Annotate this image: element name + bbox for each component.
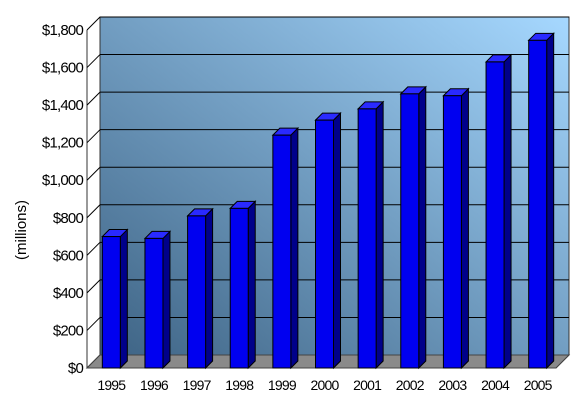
y-tick-label: $1,000 xyxy=(42,172,84,189)
x-tick-label: 1996 xyxy=(140,377,169,393)
bar-1995 xyxy=(101,228,129,370)
bar-2004 xyxy=(484,53,513,370)
y-tick-label: $1,400 xyxy=(42,97,84,114)
gridline-depth xyxy=(86,204,101,219)
bar-side xyxy=(290,126,299,370)
bar-side xyxy=(162,230,171,370)
y-tick-label: $200 xyxy=(53,322,84,339)
y-tick-label: $1,600 xyxy=(42,60,84,77)
bar-2000 xyxy=(314,111,342,370)
x-tick-label: 2000 xyxy=(311,377,340,393)
bar-front xyxy=(485,61,505,369)
bars xyxy=(101,32,555,370)
bar-side xyxy=(375,100,384,370)
bar-front xyxy=(229,207,249,369)
y-tick-label: $0 xyxy=(68,360,84,377)
x-tick-label: 1995 xyxy=(97,377,126,393)
bar-front xyxy=(101,236,121,369)
bar-side xyxy=(247,200,256,370)
y-axis-tick-labels: $0 $200 $400 $600 $800 $1,000 $1,200 $1,400 $1,6… xyxy=(42,22,84,377)
gridline-depth xyxy=(86,317,101,331)
x-axis-tick-labels: 1995 1996 1997 1998 1999 2000 2001 2002 2003 2004… xyxy=(97,377,553,393)
gridline-depth xyxy=(86,129,101,144)
gridline-depth xyxy=(86,241,101,256)
bar-front xyxy=(144,237,164,369)
bar-front xyxy=(528,39,548,369)
gridline-depth xyxy=(86,166,101,181)
bar-1996 xyxy=(143,230,172,370)
bar-1999 xyxy=(271,126,300,370)
x-tick-label: 2001 xyxy=(353,377,382,393)
bar-2002 xyxy=(399,85,427,370)
y-tick-label: $1,200 xyxy=(42,135,84,152)
bar-front xyxy=(442,95,462,369)
bar-1998 xyxy=(229,200,257,370)
x-tick-label: 2005 xyxy=(524,377,553,393)
bar-side xyxy=(205,207,214,370)
gridline-depth xyxy=(86,16,101,31)
y-tick-label: $1,800 xyxy=(42,22,84,39)
bar-2003 xyxy=(442,87,470,370)
bar-side xyxy=(333,111,341,370)
gridline-depth xyxy=(86,279,101,294)
bar-side xyxy=(503,53,512,370)
bar-side xyxy=(119,228,128,370)
y-tick-label: $600 xyxy=(53,247,84,264)
gridline-depth xyxy=(86,54,101,68)
gridline-depth xyxy=(86,91,101,106)
bar-2005 xyxy=(527,32,555,370)
bar-front xyxy=(187,215,207,369)
bar-side xyxy=(460,87,469,370)
bar-front xyxy=(315,119,334,369)
bar-1997 xyxy=(186,207,214,370)
y-axis-label: (millions) xyxy=(13,200,30,260)
bar-front xyxy=(357,108,377,369)
bar-front xyxy=(400,93,420,369)
bar-side xyxy=(418,85,427,370)
x-tick-label: 1998 xyxy=(225,377,254,393)
x-tick-label: 1999 xyxy=(268,377,297,393)
x-tick-label: 2002 xyxy=(396,377,425,393)
x-tick-label: 2004 xyxy=(481,377,510,393)
x-tick-label: 1997 xyxy=(183,377,212,393)
y-tick-label: $400 xyxy=(53,285,84,302)
bar-side xyxy=(546,32,555,370)
y-tick-label: $800 xyxy=(53,210,84,227)
bar-2001 xyxy=(356,100,385,370)
bar-front xyxy=(272,134,292,369)
x-tick-label: 2003 xyxy=(438,377,467,393)
